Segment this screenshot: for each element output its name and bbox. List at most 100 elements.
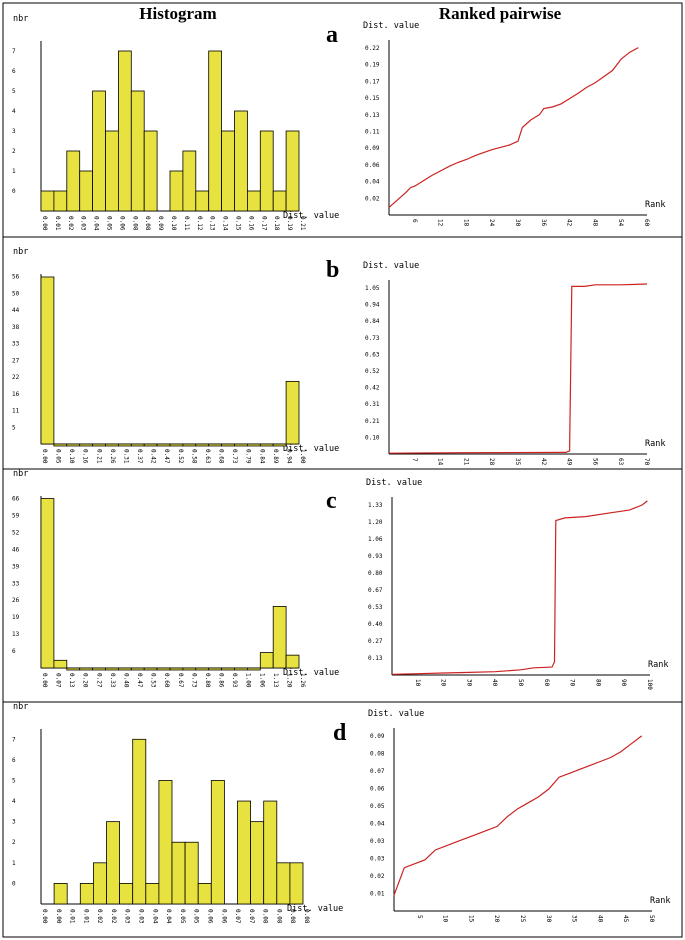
ranked-x-tick: 20 — [440, 679, 447, 687]
histogram-x-tick: 0.17 — [260, 216, 267, 231]
histogram-c: nbr Dist. value 6 13 19 26 33 39 46 52 59 66 0.00 0.0… — [12, 469, 339, 688]
histogram-x-tick: 0.10 — [170, 216, 177, 231]
ranked-y-tick: 0.94 — [365, 302, 380, 309]
ranked-y-tick: 1.33 — [368, 502, 383, 509]
histogram-y-tick: 6 — [12, 757, 16, 764]
histogram-x-tick: 0.53 — [150, 673, 157, 688]
histogram-y-tick: 50 — [12, 290, 20, 297]
histogram-bar — [285, 654, 300, 669]
ranked-y-tick: 0.09 — [365, 145, 380, 152]
histogram-bar — [53, 883, 68, 905]
ranked-x-tick: 54 — [617, 219, 624, 227]
histogram-bar — [221, 443, 235, 447]
histogram-x-tick: 0.08 — [262, 909, 269, 924]
histogram-x-tick: 0.26 — [109, 449, 116, 464]
histogram-x-tick: 0.27 — [95, 673, 102, 688]
ranked-y-tick: 0.13 — [368, 655, 383, 662]
histogram-y-label: nbr — [13, 469, 28, 479]
ranked-y-tick: 0.07 — [370, 768, 385, 775]
histogram-x-tick: 0.06 — [118, 216, 125, 231]
histogram-x-tick: 0.08 — [275, 909, 282, 924]
histogram-x-tick: 0.08 — [144, 216, 151, 231]
ranked-y-label: Dist. value — [366, 478, 422, 488]
ranked-x-tick: 63 — [617, 458, 624, 466]
histogram-bar — [195, 190, 210, 212]
histogram-y-tick: 19 — [12, 614, 20, 621]
ranked-y-label: Dist. value — [368, 709, 424, 719]
histogram-bar — [158, 780, 173, 905]
ranked-y-label: Dist. value — [363, 261, 419, 271]
histogram-x-tick: 0.16 — [82, 449, 89, 464]
histogram-x-label: Dist. value — [283, 211, 339, 221]
histogram-bar — [79, 443, 93, 447]
histogram-x-tick: 1.00 — [299, 449, 306, 464]
histogram-bar — [259, 652, 274, 669]
histogram-bar — [272, 605, 287, 669]
ranked-x-tick: 30 — [465, 679, 472, 687]
histogram-x-tick: 0.40 — [122, 673, 129, 688]
histogram-x-tick: 0.12 — [196, 216, 203, 231]
histogram-bar — [182, 667, 197, 671]
histogram-x-tick: 0.00 — [41, 216, 48, 231]
histogram-x-tick: 0.02 — [110, 909, 117, 924]
histogram-bar — [285, 380, 300, 445]
panel-letter-d: d — [333, 720, 347, 746]
histogram-y-tick: 4 — [12, 798, 16, 805]
histogram-x-tick: 0.63 — [204, 449, 211, 464]
histogram-bar — [105, 130, 119, 212]
histogram-y-tick: 3 — [12, 128, 16, 135]
histogram-x-tick: 0.05 — [193, 909, 200, 924]
histogram-bar — [79, 667, 93, 671]
histogram-x-tick: 0.05 — [106, 216, 113, 231]
histogram-bar — [169, 443, 184, 447]
histogram-bar — [118, 443, 132, 447]
histogram-bar — [156, 667, 171, 671]
ranked-y-tick: 1.05 — [365, 285, 380, 292]
ranked-x-tick: 50 — [648, 915, 655, 923]
histogram-x-tick: 0.02 — [96, 909, 103, 924]
histogram-bar — [210, 780, 225, 905]
ranked-x-tick: 10 — [414, 679, 421, 687]
histogram-x-label: Dist. value — [283, 444, 339, 454]
histogram-x-tick: 0.08 — [303, 909, 310, 924]
ranked-y-tick: 0.08 — [370, 751, 385, 758]
histogram-bar — [234, 443, 248, 447]
histogram-x-tick: 0.05 — [55, 449, 62, 464]
histogram-x-tick: 0.16 — [247, 216, 254, 231]
histogram-x-tick: 0.33 — [109, 673, 116, 688]
ranked-y-tick: 0.67 — [368, 587, 383, 594]
ranked-x-tick: 14 — [437, 458, 444, 466]
ranked-y-tick: 0.19 — [365, 62, 380, 69]
histogram-bar — [66, 667, 81, 671]
ranked-x-tick: 70 — [643, 458, 650, 466]
ranked-x-tick: 5 — [416, 915, 423, 919]
ranked-y-tick: 0.63 — [365, 351, 380, 358]
histogram-y-tick: 44 — [12, 307, 20, 314]
histogram-bar — [40, 498, 55, 669]
ranked-series-line — [388, 47, 639, 208]
ranked-x-tick: 49 — [566, 458, 573, 466]
ranked-x-tick: 60 — [543, 679, 550, 687]
ranked-x-tick: 30 — [545, 915, 552, 923]
histogram-x-tick: 0.04 — [93, 216, 100, 231]
ranked-x-tick: 70 — [569, 679, 576, 687]
histogram-x-label: Dist. value — [283, 668, 339, 678]
histogram-x-tick: 0.13 — [209, 216, 216, 231]
ranked-y-tick: 0.04 — [370, 821, 385, 828]
histogram-bar — [119, 883, 134, 905]
histogram-bar — [66, 150, 81, 212]
ranked-x-tick: 28 — [488, 458, 495, 466]
ranked-x-tick: 100 — [646, 679, 653, 690]
histogram-y-tick: 7 — [12, 48, 16, 55]
histogram-x-tick: 0.58 — [190, 449, 197, 464]
histogram-y-tick: 1 — [12, 168, 16, 175]
histogram-y-tick: 0 — [12, 880, 16, 887]
histogram-x-tick: 0.84 — [258, 449, 265, 464]
ranked-y-tick: 0.04 — [365, 179, 380, 186]
histogram-x-tick: 0.00 — [41, 673, 48, 688]
histogram-bar — [221, 667, 235, 671]
histogram-x-tick: 0.01 — [82, 909, 89, 924]
histogram-y-tick: 5 — [12, 777, 16, 784]
